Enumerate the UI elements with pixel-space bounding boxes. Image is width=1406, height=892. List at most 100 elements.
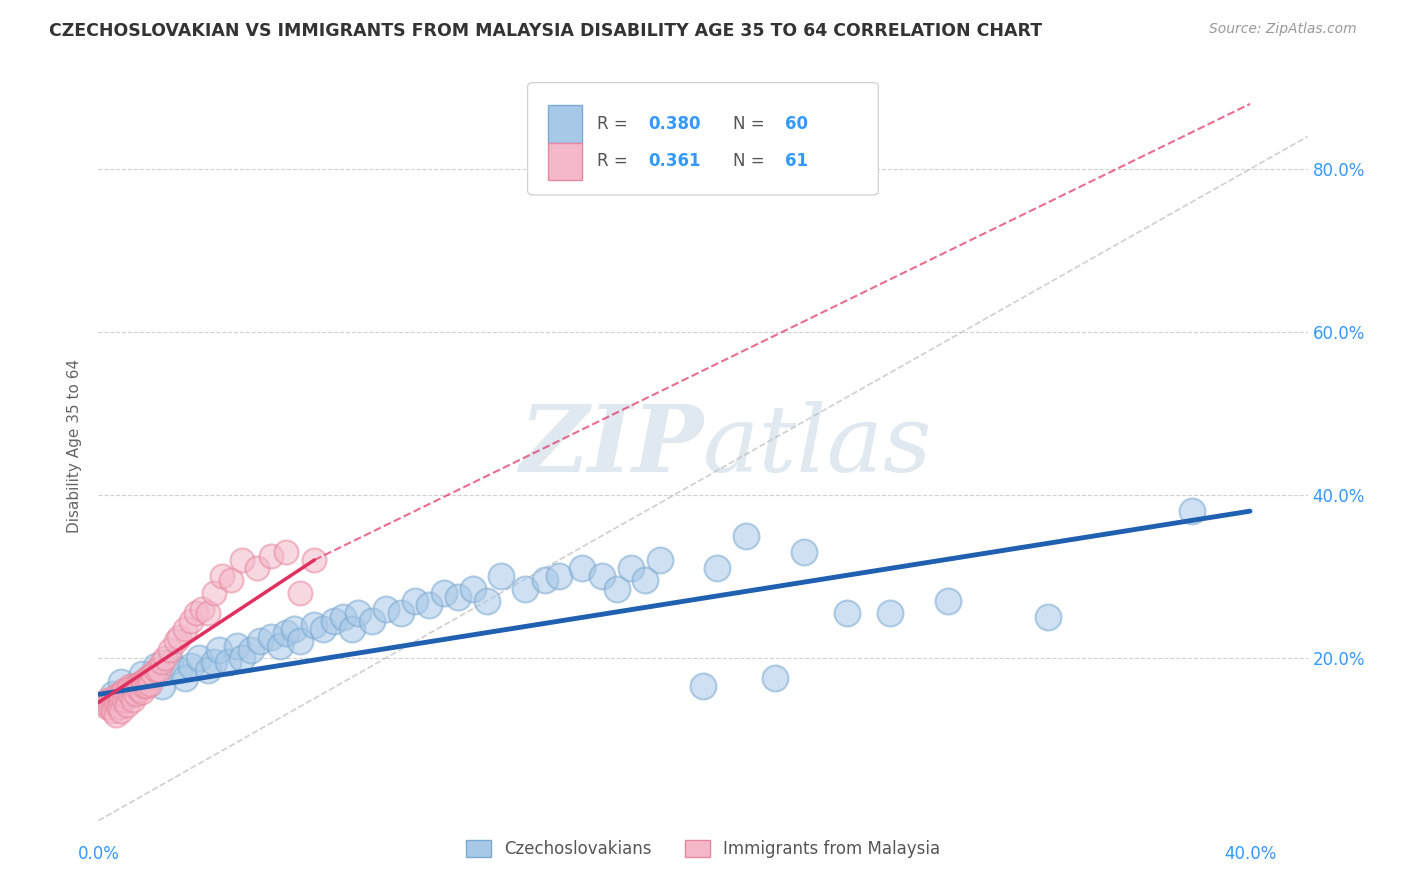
Point: [217, 655, 239, 669]
Point: [131, 667, 153, 681]
Point: [879, 606, 901, 620]
Point: [180, 614, 202, 628]
Point: [274, 545, 297, 559]
Point: [115, 698, 138, 712]
Point: [110, 687, 132, 701]
Point: [340, 622, 363, 636]
Point: [128, 683, 150, 698]
Point: [288, 585, 311, 599]
Point: [246, 561, 269, 575]
Point: [735, 528, 758, 542]
Point: [283, 622, 305, 636]
Point: [98, 696, 121, 710]
Point: [475, 593, 498, 607]
Point: [110, 675, 132, 690]
Text: R =: R =: [596, 153, 633, 170]
Point: [101, 704, 124, 718]
Point: [304, 553, 326, 567]
Point: [134, 679, 156, 693]
Point: [112, 693, 135, 707]
Point: [240, 642, 263, 657]
Point: [1038, 610, 1060, 624]
Point: [418, 598, 440, 612]
Point: [131, 685, 153, 699]
Point: [167, 631, 190, 645]
Point: [188, 650, 211, 665]
Point: [128, 677, 150, 691]
Point: [115, 690, 138, 704]
Point: [104, 691, 127, 706]
Point: [150, 655, 173, 669]
Text: 0.0%: 0.0%: [77, 845, 120, 863]
Point: [191, 602, 214, 616]
Point: [122, 685, 145, 699]
Text: 0.361: 0.361: [648, 153, 702, 170]
Point: [153, 650, 176, 665]
Point: [404, 593, 426, 607]
Point: [186, 606, 208, 620]
Point: [122, 693, 145, 707]
Point: [591, 569, 613, 583]
Point: [606, 582, 628, 596]
Point: [260, 631, 283, 645]
Point: [136, 679, 159, 693]
Point: [231, 650, 253, 665]
Point: [145, 659, 167, 673]
Point: [620, 561, 643, 575]
Text: ZIP: ZIP: [519, 401, 703, 491]
Point: [107, 699, 129, 714]
Point: [225, 639, 247, 653]
Point: [274, 626, 297, 640]
Point: [763, 671, 786, 685]
Point: [304, 618, 326, 632]
Point: [131, 675, 153, 690]
Bar: [548, 143, 582, 180]
Point: [104, 696, 127, 710]
Point: [332, 610, 354, 624]
Text: 0.380: 0.380: [648, 115, 702, 133]
Point: [375, 602, 398, 616]
Text: 40.0%: 40.0%: [1223, 845, 1277, 863]
Point: [208, 642, 231, 657]
Point: [110, 693, 132, 707]
Point: [107, 687, 129, 701]
Point: [139, 671, 162, 685]
Text: atlas: atlas: [703, 401, 932, 491]
Point: [93, 696, 115, 710]
Point: [692, 679, 714, 693]
Point: [706, 561, 728, 575]
Point: [793, 545, 815, 559]
Point: [346, 606, 368, 620]
Point: [249, 634, 271, 648]
Legend: Czechoslovakians, Immigrants from Malaysia: Czechoslovakians, Immigrants from Malays…: [458, 833, 948, 864]
Point: [269, 639, 291, 653]
Point: [120, 687, 142, 701]
Point: [533, 574, 555, 588]
Point: [260, 549, 283, 563]
Point: [211, 569, 233, 583]
Point: [136, 671, 159, 685]
Text: R =: R =: [596, 115, 633, 133]
Point: [96, 699, 118, 714]
Point: [159, 655, 181, 669]
Point: [107, 693, 129, 707]
Text: Source: ZipAtlas.com: Source: ZipAtlas.com: [1209, 22, 1357, 37]
Point: [231, 553, 253, 567]
Text: 60: 60: [785, 115, 808, 133]
Point: [634, 574, 657, 588]
Bar: [548, 105, 582, 143]
Point: [167, 663, 190, 677]
Point: [101, 687, 124, 701]
Point: [145, 663, 167, 677]
Point: [197, 606, 219, 620]
Point: [98, 699, 121, 714]
Point: [389, 606, 412, 620]
Point: [142, 667, 165, 681]
Point: [219, 574, 242, 588]
Text: CZECHOSLOVAKIAN VS IMMIGRANTS FROM MALAYSIA DISABILITY AGE 35 TO 64 CORRELATION : CZECHOSLOVAKIAN VS IMMIGRANTS FROM MALAY…: [49, 22, 1042, 40]
Point: [112, 683, 135, 698]
Point: [139, 668, 162, 682]
Point: [159, 642, 181, 657]
Point: [150, 679, 173, 693]
Text: N =: N =: [734, 153, 770, 170]
